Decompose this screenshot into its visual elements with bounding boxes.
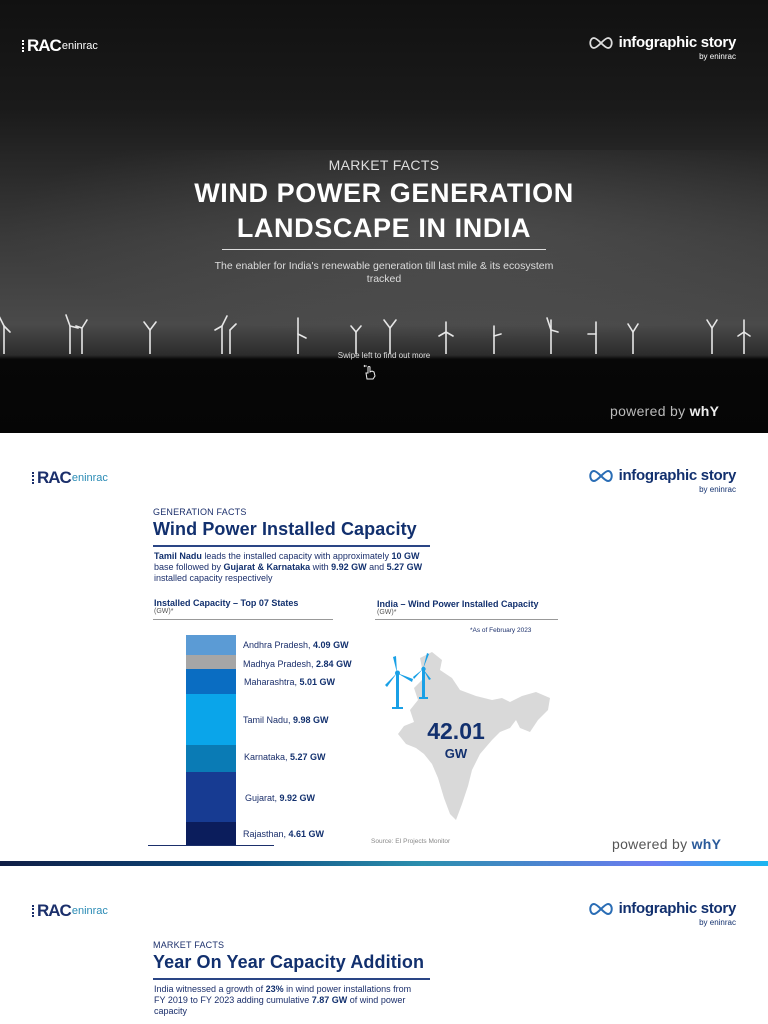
logo-title: infographic story xyxy=(618,34,737,51)
logo-eninrac-text: eninrac xyxy=(71,905,108,917)
logo-rac-text: RAC xyxy=(37,901,72,920)
india-map xyxy=(398,652,550,820)
logo-eninrac-text: eninrac xyxy=(61,40,98,52)
hero-slide: RAC eninrac infographic story by eninrac… xyxy=(0,0,768,433)
rac-eninrac-logo: RAC eninrac xyxy=(32,468,108,488)
as-of-note: *As of February 2023 xyxy=(470,627,532,634)
infinity-icon xyxy=(588,469,613,482)
label-andhra-pradesh: Andhra Pradesh, 4.09 GW xyxy=(243,640,349,650)
gradient-divider xyxy=(0,861,768,866)
infographic-story-logo: infographic story by eninrac xyxy=(587,900,736,927)
bar-segment-karnataka xyxy=(186,745,236,772)
hero-title: WIND POWER GENERATION LANDSCAPE IN INDIA xyxy=(0,176,768,246)
label-madhya-pradesh: Madhya Pradesh, 2.84 GW xyxy=(243,659,352,669)
bar-segment-rajasthan xyxy=(186,822,236,845)
wind-turbine-icon xyxy=(385,653,431,709)
powered-prefix: powered by xyxy=(612,836,692,852)
bar-segment-tamil-nadu xyxy=(186,694,236,745)
right-chart-title: India – Wind Power Installed Capacity (G… xyxy=(377,599,539,616)
divider xyxy=(222,249,546,250)
rac-eninrac-logo: RAC eninrac xyxy=(22,36,98,56)
logo-bars-icon xyxy=(22,40,26,52)
logo-title: infographic story xyxy=(618,900,737,917)
powered-by-why: powered by whY xyxy=(610,403,719,419)
logo-by-text: by eninrac xyxy=(699,918,736,927)
source-note: Source: EI Projects Monitor xyxy=(371,838,451,845)
infinity-icon xyxy=(588,36,613,49)
label-karnataka: Karnataka, 5.27 GW xyxy=(244,752,326,762)
label-maharashtra: Maharashtra, 5.01 GW xyxy=(244,677,336,687)
hero-kicker: MARKET FACTS xyxy=(328,157,440,173)
total-capacity-value: 42.01 xyxy=(427,718,485,744)
total-capacity-unit: GW xyxy=(444,746,468,761)
section-title: Wind Power Installed Capacity xyxy=(153,519,417,539)
logo-by-text: by eninrac xyxy=(699,52,736,61)
summary-paragraph: India witnessed a growth of 23% in wind … xyxy=(154,984,412,1016)
yoy-capacity-slide: RAC eninrac infographic story by eninrac… xyxy=(0,866,768,1024)
bar-segment-andhra-pradesh xyxy=(186,635,236,655)
divider xyxy=(153,619,333,620)
hero-title-line2: LANDSCAPE IN INDIA xyxy=(236,213,532,243)
title-underline xyxy=(153,978,430,980)
logo-rac-text: RAC xyxy=(27,36,62,55)
divider xyxy=(375,619,558,620)
stacked-capacity-bar xyxy=(186,635,236,845)
label-gujarat: Gujarat, 9.92 GW xyxy=(245,793,316,803)
rac-eninrac-logo: RAC eninrac xyxy=(32,901,108,921)
why-brand: whY xyxy=(691,836,722,852)
logo-title: infographic story xyxy=(618,467,737,484)
hero-subtitle: The enabler for India's renewable genera… xyxy=(214,260,554,285)
sky-background xyxy=(0,150,768,340)
hand-swipe-icon[interactable] xyxy=(363,364,377,380)
wind-turbines-silhouette xyxy=(0,314,751,354)
section-kicker: GENERATION FACTS xyxy=(153,507,247,517)
powered-by-why: powered by whY xyxy=(612,836,721,852)
swipe-hint: Swipe left to find out more xyxy=(337,351,431,360)
section-kicker: MARKET FACTS xyxy=(153,940,225,950)
logo-eninrac-text: eninrac xyxy=(71,472,108,484)
bar-segment-gujarat xyxy=(186,772,236,822)
logo-by-text: by eninrac xyxy=(699,485,736,494)
section-title: Year On Year Capacity Addition xyxy=(153,952,425,972)
powered-prefix: powered by xyxy=(610,403,690,419)
chart-baseline xyxy=(148,845,274,846)
hero-title-line1: WIND POWER GENERATION xyxy=(194,178,574,208)
logo-bars-icon xyxy=(32,472,36,484)
infographic-story-logo: infographic story by eninrac xyxy=(587,467,736,494)
infographic-story-logo: infographic story by eninrac xyxy=(587,34,736,61)
left-chart-title: Installed Capacity – Top 07 States (GW)* xyxy=(154,598,299,615)
summary-paragraph: Tamil Nadu leads the installed capacity … xyxy=(154,551,423,583)
title-underline xyxy=(153,545,430,547)
label-rajasthan: Rajasthan, 4.61 GW xyxy=(243,829,325,839)
label-tamil-nadu: Tamil Nadu, 9.98 GW xyxy=(243,715,329,725)
logo-bars-icon xyxy=(32,905,36,917)
installed-capacity-slide: RAC eninrac infographic story by eninrac… xyxy=(0,433,768,866)
bar-segment-madhya-pradesh xyxy=(186,655,236,669)
bar-segment-maharashtra xyxy=(186,669,236,694)
infinity-icon xyxy=(588,902,613,915)
logo-rac-text: RAC xyxy=(37,468,72,487)
why-brand: whY xyxy=(689,403,720,419)
